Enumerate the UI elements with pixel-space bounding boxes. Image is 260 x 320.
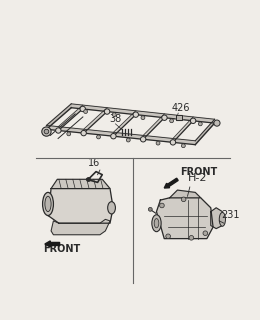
Circle shape	[42, 127, 51, 136]
Circle shape	[141, 116, 145, 120]
FancyArrow shape	[164, 178, 178, 188]
Circle shape	[181, 144, 185, 148]
Circle shape	[67, 132, 71, 136]
Circle shape	[111, 133, 116, 139]
Circle shape	[133, 112, 139, 117]
FancyArrow shape	[45, 241, 60, 247]
Circle shape	[112, 113, 116, 116]
Ellipse shape	[43, 192, 53, 215]
Circle shape	[104, 109, 110, 114]
Circle shape	[156, 141, 160, 145]
Circle shape	[203, 231, 208, 236]
Text: FRONT: FRONT	[43, 244, 81, 254]
Circle shape	[190, 118, 196, 124]
Polygon shape	[176, 116, 182, 120]
Circle shape	[84, 110, 88, 114]
Text: H-2: H-2	[187, 173, 207, 183]
Ellipse shape	[45, 196, 51, 212]
Polygon shape	[47, 104, 71, 129]
Circle shape	[170, 140, 176, 145]
Polygon shape	[51, 219, 110, 235]
Polygon shape	[84, 108, 107, 133]
Text: 426: 426	[172, 103, 191, 113]
Polygon shape	[71, 104, 214, 123]
Circle shape	[140, 137, 146, 142]
Circle shape	[97, 135, 100, 139]
Ellipse shape	[108, 202, 115, 214]
Circle shape	[162, 115, 167, 120]
Circle shape	[198, 122, 202, 126]
Circle shape	[214, 120, 220, 126]
Polygon shape	[157, 198, 213, 239]
Circle shape	[81, 131, 86, 136]
Ellipse shape	[154, 219, 159, 228]
Polygon shape	[173, 117, 193, 142]
Polygon shape	[48, 188, 113, 223]
Circle shape	[160, 203, 164, 208]
Polygon shape	[170, 190, 201, 198]
Polygon shape	[58, 105, 83, 131]
Polygon shape	[211, 208, 222, 228]
Circle shape	[44, 129, 49, 134]
Polygon shape	[195, 119, 214, 145]
Circle shape	[170, 119, 174, 123]
Circle shape	[166, 234, 171, 239]
Text: 16: 16	[88, 158, 101, 168]
Polygon shape	[47, 125, 195, 145]
Polygon shape	[51, 179, 110, 188]
Circle shape	[189, 236, 194, 240]
Circle shape	[80, 106, 86, 112]
Circle shape	[181, 197, 186, 202]
Text: FRONT: FRONT	[180, 167, 217, 177]
Text: 231: 231	[221, 210, 239, 220]
Ellipse shape	[219, 212, 225, 226]
Circle shape	[148, 207, 152, 211]
Circle shape	[56, 128, 61, 133]
Ellipse shape	[152, 215, 161, 232]
Text: 38: 38	[109, 114, 122, 124]
Circle shape	[126, 138, 130, 142]
Polygon shape	[113, 111, 136, 136]
Polygon shape	[143, 114, 164, 139]
